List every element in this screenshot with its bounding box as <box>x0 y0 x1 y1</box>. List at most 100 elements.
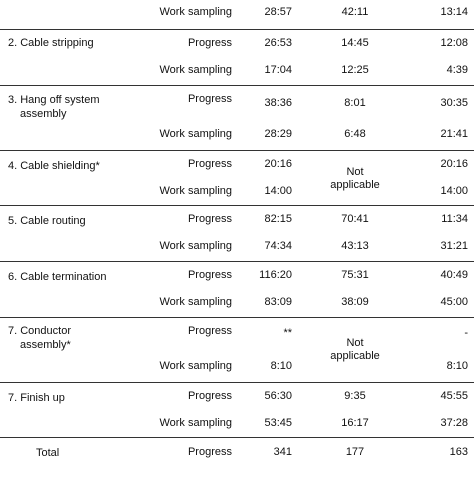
table-row: Work sampling 53:45 16:17 37:28 <box>0 410 474 437</box>
not-applicable-cell: Not applicable <box>318 337 392 363</box>
value-cell: 56:30 <box>264 390 292 402</box>
not-applicable-line: Not <box>346 166 364 178</box>
table-row: Work sampling 17:04 12:25 4:39 <box>0 57 474 84</box>
total-label: Total <box>36 447 60 459</box>
value-cell: 38:36 <box>264 97 292 109</box>
method-cell: Progress <box>187 325 232 337</box>
value-cell: 14:00 <box>440 185 468 197</box>
method-cell: Progress <box>187 37 232 49</box>
table-group: 3. Hang off system assembly Progress 38:… <box>0 86 474 151</box>
method-cell: Progress <box>187 446 232 458</box>
table-row: Progress ** - <box>0 318 474 350</box>
table-group: 2. Cable stripping Progress 26:53 14:45 … <box>0 30 474 86</box>
table-group: Work sampling 28:57 42:11 13:14 <box>0 0 474 30</box>
value-cell: 40:49 <box>440 269 468 281</box>
task-label: 5. Cable routing <box>8 215 86 227</box>
value-cell: 13:14 <box>440 6 468 18</box>
table-group: 5. Cable routing Progress 82:15 70:41 11… <box>0 206 474 262</box>
value-cell: 43:13 <box>341 240 369 252</box>
value-cell: 74:34 <box>264 240 292 252</box>
value-cell: 11:34 <box>441 213 468 225</box>
value-cell: 177 <box>345 446 365 458</box>
value-cell: 82:15 <box>264 213 292 225</box>
table-group: 7. Conductor assembly* Not applicable Pr… <box>0 318 474 383</box>
method-cell: Progress <box>187 269 232 281</box>
value-cell: 45:00 <box>440 296 468 308</box>
table-row: Progress 116:20 75:31 40:49 <box>0 262 474 289</box>
table-row: Progress 56:30 9:35 45:55 <box>0 383 474 410</box>
method-cell: Progress <box>187 390 232 402</box>
value-cell: - <box>464 327 468 339</box>
value-cell: 163 <box>449 446 468 458</box>
value-cell: 9:35 <box>344 390 366 402</box>
task-label-line: 7. Conductor <box>8 325 71 337</box>
not-applicable-line: Not <box>346 337 364 349</box>
value-cell: 42:11 <box>341 6 369 18</box>
value-cell: 4:39 <box>446 64 468 76</box>
method-cell: Work sampling <box>159 185 232 197</box>
task-label: 7. Conductor assembly* <box>8 324 71 352</box>
method-cell: Progress <box>187 158 232 170</box>
task-label-line: assembly <box>20 108 67 120</box>
not-applicable-cell: Not applicable <box>318 166 392 192</box>
method-cell: Work sampling <box>159 360 232 372</box>
value-cell: 8:10 <box>446 360 468 372</box>
value-cell: 8:10 <box>270 360 292 372</box>
value-cell: 38:09 <box>341 296 369 308</box>
not-applicable-line: applicable <box>330 350 380 362</box>
task-label: 2. Cable stripping <box>8 37 94 49</box>
value-cell: 6:48 <box>344 128 366 140</box>
table-row: Progress 26:53 14:45 12:08 <box>0 30 474 57</box>
value-cell: 12:08 <box>440 37 468 49</box>
method-cell: Work sampling <box>159 6 232 18</box>
value-cell: 14:45 <box>341 37 369 49</box>
value-cell: 83:09 <box>264 296 292 308</box>
table-row: Progress 341 177 163 <box>0 438 474 465</box>
value-cell: 75:31 <box>341 269 369 281</box>
table-row: Work sampling 74:34 43:13 31:21 <box>0 233 474 260</box>
table-row: Work sampling 83:09 38:09 45:00 <box>0 289 474 316</box>
table-group: 4. Cable shielding* Not applicable Progr… <box>0 151 474 206</box>
value-cell: 31:21 <box>440 240 468 252</box>
value-cell: 45:55 <box>440 390 468 402</box>
value-cell: 28:57 <box>264 6 292 18</box>
method-cell: Progress <box>187 213 232 225</box>
table-row: Work sampling 8:10 8:10 <box>0 350 474 382</box>
task-label: 3. Hang off system assembly <box>8 93 100 121</box>
value-cell: 26:53 <box>264 37 292 49</box>
method-cell: Work sampling <box>159 296 232 308</box>
table-group: Total Progress 341 177 163 <box>0 438 474 478</box>
task-label-line: assembly* <box>20 339 71 351</box>
value-cell: 116:20 <box>259 269 292 281</box>
value-cell: 37:28 <box>440 417 468 429</box>
value-cell: 53:45 <box>264 417 292 429</box>
task-label: 6. Cable termination <box>8 271 107 283</box>
value-cell: 341 <box>273 446 292 458</box>
table-row: Progress 20:16 20:16 <box>0 151 474 178</box>
table-row: Work sampling 14:00 14:00 <box>0 178 474 205</box>
task-label-line: 3. Hang off system <box>8 94 100 106</box>
table-row: Work sampling 28:57 42:11 13:14 <box>0 0 474 29</box>
value-cell: 21:41 <box>440 128 468 140</box>
value-cell: 16:17 <box>341 417 369 429</box>
value-cell: 20:16 <box>440 158 468 170</box>
method-cell: Work sampling <box>159 417 232 429</box>
value-cell: 17:04 <box>264 64 292 76</box>
value-cell: 14:00 <box>264 185 292 197</box>
table-group: 7. Finish up Progress 56:30 9:35 45:55 W… <box>0 383 474 438</box>
task-label: 7. Finish up <box>8 392 65 404</box>
table-row: Work sampling 28:29 6:48 21:41 <box>0 118 474 150</box>
value-cell: 30:35 <box>440 97 468 109</box>
method-cell: Progress <box>187 93 232 105</box>
table-row: Progress 82:15 70:41 11:34 <box>0 206 474 233</box>
value-cell: 12:25 <box>341 64 369 76</box>
method-cell: Work sampling <box>159 128 232 140</box>
value-cell: 20:16 <box>264 158 292 170</box>
method-cell: Work sampling <box>159 240 232 252</box>
not-applicable-line: applicable <box>330 179 380 191</box>
table-group: 6. Cable termination Progress 116:20 75:… <box>0 262 474 318</box>
table-row: Progress 38:36 8:01 30:35 <box>0 86 474 118</box>
task-label: 4. Cable shielding* <box>8 160 100 172</box>
method-cell: Work sampling <box>159 64 232 76</box>
